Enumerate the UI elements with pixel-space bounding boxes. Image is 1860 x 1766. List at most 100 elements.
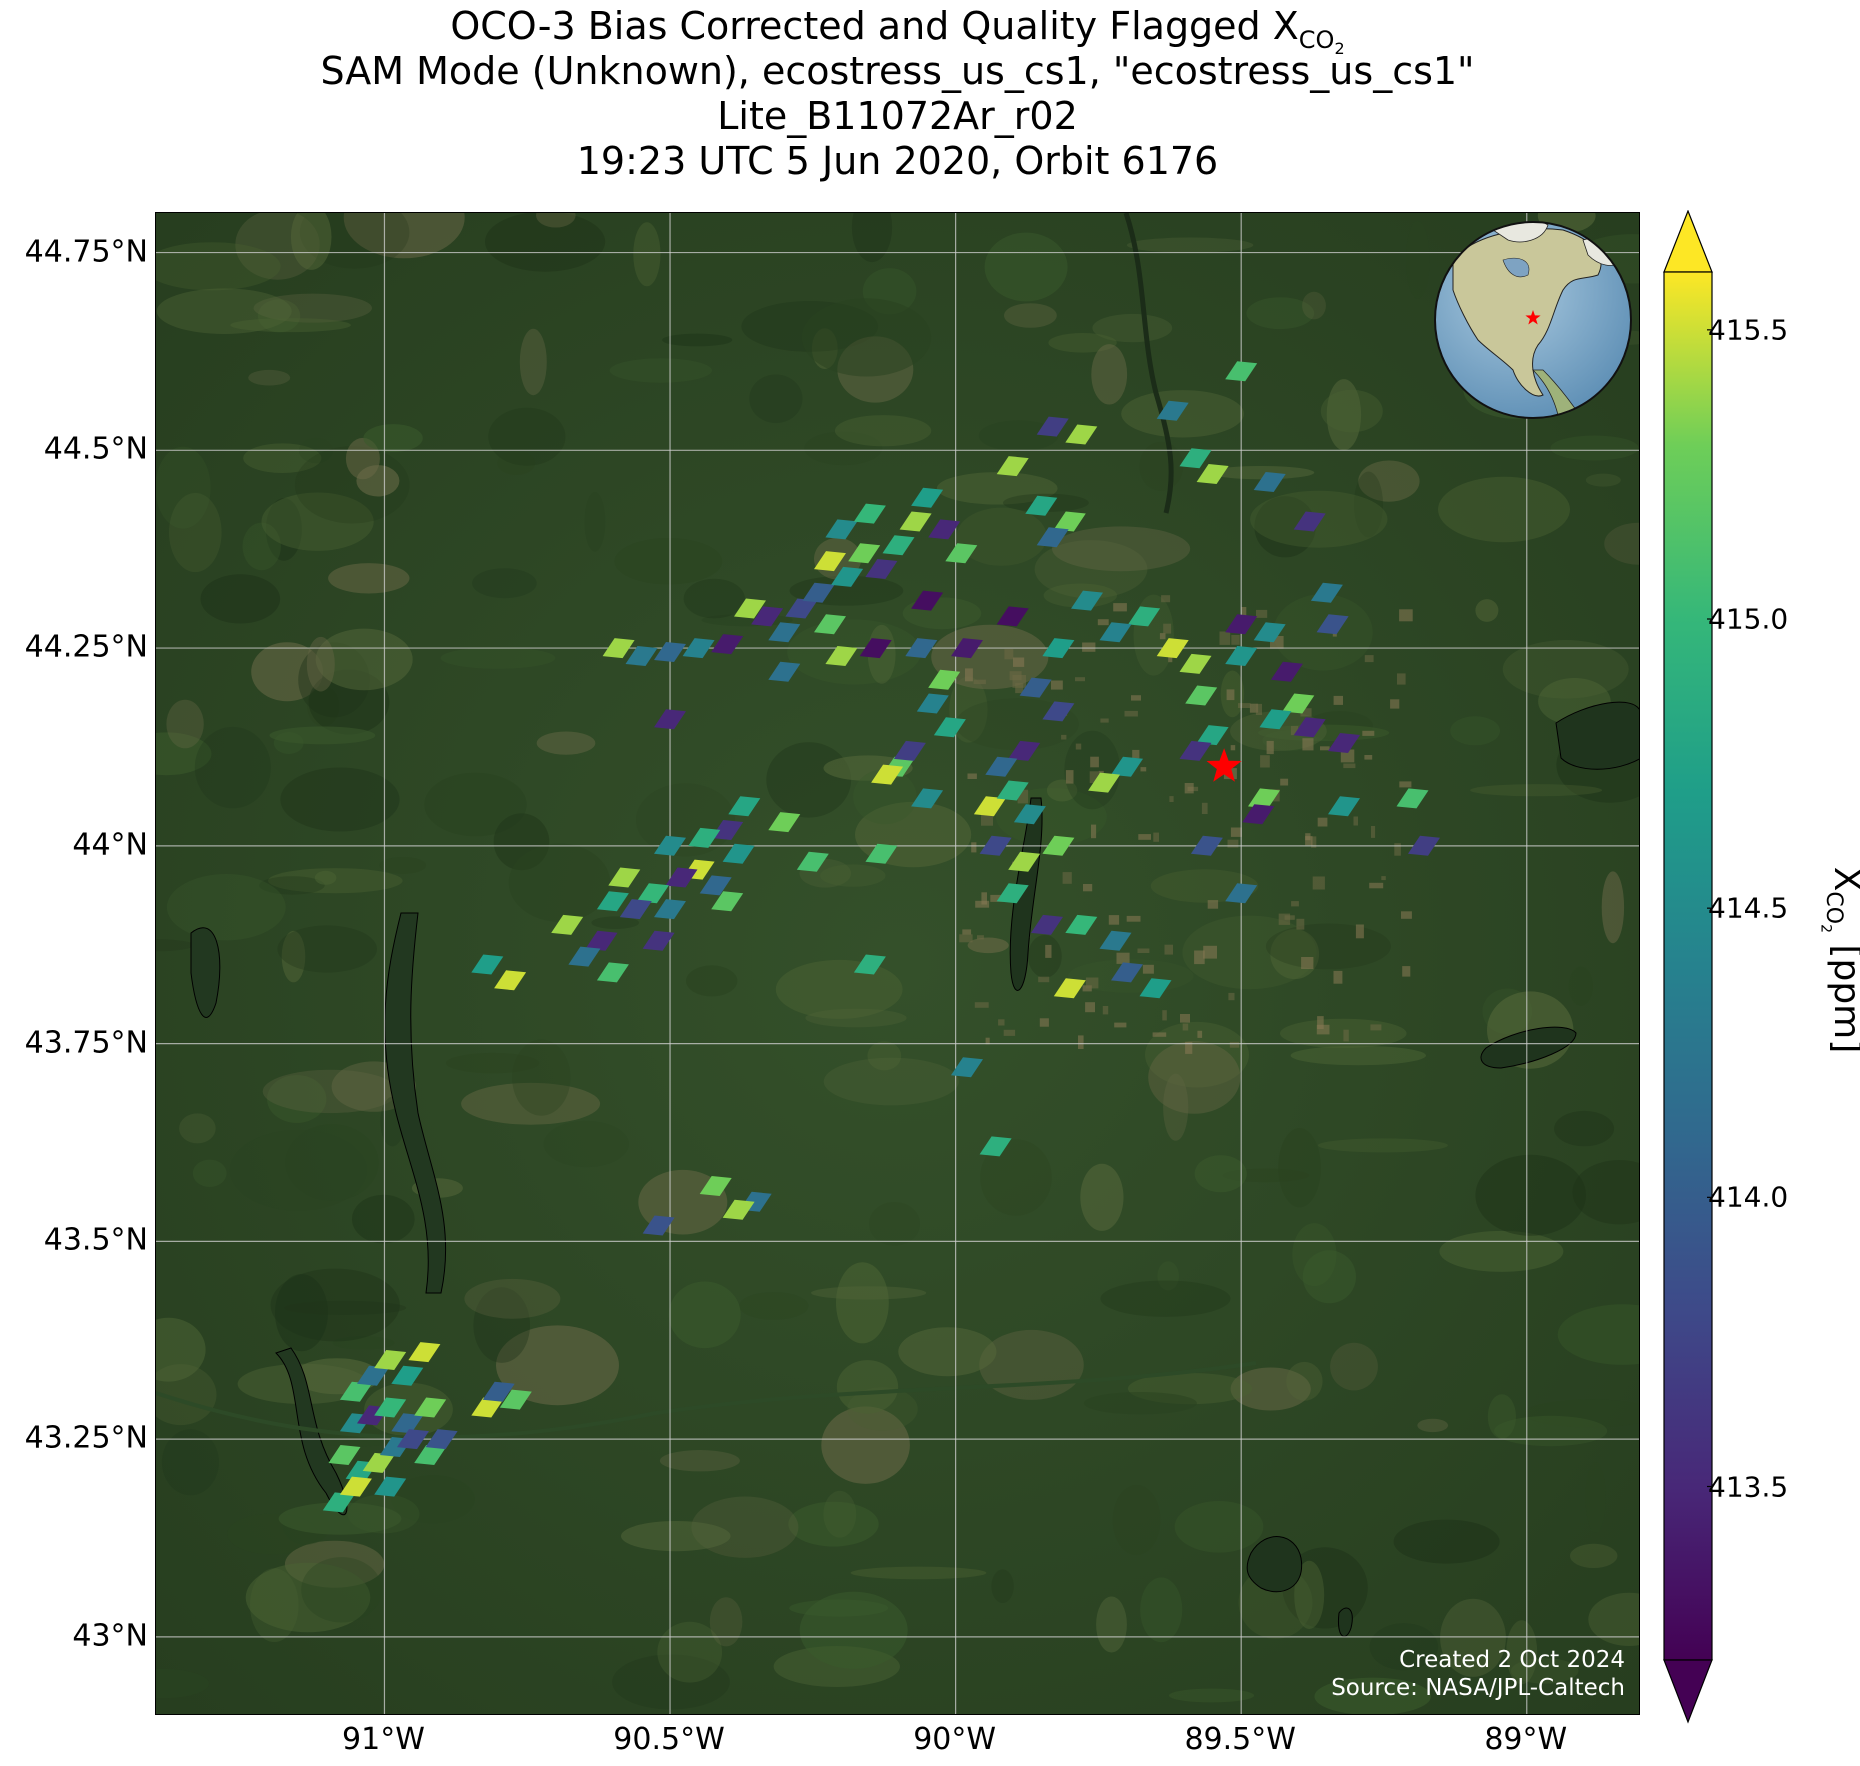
- xco2-sounding: [1156, 638, 1189, 659]
- colorbar-tick-label: 415.0: [1708, 602, 1789, 636]
- lat-tick-label: 44.5°N: [43, 431, 148, 467]
- xco2-sounding: [996, 456, 1029, 477]
- map-panel[interactable]: Created 2 Oct 2024 Source: NASA/JPL-Calt…: [155, 212, 1640, 1715]
- xco2-sounding: [848, 543, 881, 564]
- xco2-sounding: [608, 867, 641, 888]
- xco2-sounding: [1179, 653, 1212, 674]
- map-gridlines: [156, 213, 1639, 1714]
- xco2-sounding: [1042, 638, 1075, 659]
- xco2-sounding: [328, 1445, 361, 1465]
- xco2-sounding: [905, 638, 938, 659]
- xco2-sounding: [1328, 796, 1360, 817]
- xco2-sounding: [911, 590, 944, 611]
- xco2-sounding: [871, 764, 904, 785]
- created-date: Created 2 Oct 2024: [1399, 1647, 1625, 1673]
- xco2-sounding: [1185, 685, 1218, 706]
- title-line-1: OCO-3 Bias Corrected and Quality Flagged…: [450, 4, 1345, 58]
- xco2-sounding: [642, 930, 675, 951]
- xco2-sounding: [722, 843, 755, 864]
- xco2-sounding: [1099, 622, 1132, 643]
- xco2-sounding: [1270, 661, 1303, 682]
- xco2-sounding: [768, 812, 801, 833]
- xco2-sounding: [734, 598, 766, 619]
- xco2-sounding: [1328, 733, 1360, 753]
- xco2-sounding: [699, 1176, 732, 1196]
- xco2-sounding: [357, 1365, 389, 1386]
- xco2-sounding: [979, 1136, 1012, 1157]
- river-channels: [156, 213, 1257, 1440]
- xco2-sounding: [625, 646, 658, 666]
- xco2-sounding: [831, 566, 864, 587]
- inset-globe: [1434, 221, 1632, 419]
- lat-tick-label: 43.25°N: [24, 1420, 148, 1456]
- xco2-sounding: [425, 1429, 458, 1450]
- xco2-sounding: [1293, 511, 1326, 532]
- xco2-sounding: [1099, 930, 1132, 951]
- xco2-sounding: [688, 827, 721, 848]
- xco2-sounding: [1008, 851, 1041, 872]
- xco2-sounding: [414, 1445, 447, 1465]
- xco2-sounding: [1259, 709, 1292, 730]
- colorbar-ticks: [1707, 329, 1712, 1488]
- lon-tick-label: 90°W: [913, 1722, 997, 1757]
- xco2-sounding: [1396, 788, 1429, 809]
- xco2-sounding: [945, 543, 978, 564]
- xco2-sounding: [1253, 472, 1286, 492]
- xco2-sounding: [1225, 883, 1258, 904]
- xco2-sounding: [722, 1199, 755, 1220]
- xco2-sounding: [751, 606, 784, 627]
- colorbar-tick-label: 414.0: [1708, 1180, 1789, 1214]
- lat-tick-label: 43°N: [72, 1618, 148, 1654]
- xco2-sounding: [979, 835, 1012, 856]
- xco2-sounding: [339, 1476, 372, 1497]
- xco2-sounding: [1225, 646, 1258, 666]
- colorbar: [1663, 210, 1713, 1724]
- xco2-sounding: [1225, 614, 1258, 635]
- xco2-sounding: [711, 820, 744, 840]
- colorbar-gradient: [1663, 271, 1713, 1661]
- xco2-sounding: [596, 962, 629, 983]
- lat-tick-label: 43.5°N: [43, 1222, 148, 1258]
- xco2-sounding: [1196, 464, 1229, 484]
- xco2-sounding: [568, 946, 601, 967]
- xco2-sounding: [654, 899, 686, 920]
- xco2-sounding: [1053, 511, 1086, 532]
- xco2-sounding: [654, 642, 686, 662]
- xco2-sounding: [596, 891, 629, 912]
- xco2-sounding: [1065, 914, 1098, 935]
- xco2-sounding: [853, 954, 886, 975]
- xco2-sounding: [362, 1452, 395, 1473]
- xco2-sounding: [933, 717, 966, 738]
- xco2-sounding: [865, 843, 898, 864]
- xco2-sounding: [374, 1350, 407, 1370]
- xco2-sounding: [414, 1397, 447, 1418]
- xco2-sounding: [471, 1397, 504, 1418]
- xco2-sounding: [374, 1397, 407, 1418]
- xco2-sounding: [814, 614, 846, 635]
- xco2-sounding: [1282, 693, 1315, 714]
- xco2-sounding: [585, 930, 618, 951]
- xco2-sounding: [1013, 804, 1046, 825]
- map-canvas: [156, 213, 1639, 1714]
- lon-tick-label: 90.5°W: [613, 1722, 725, 1757]
- xco2-sounding: [665, 867, 698, 888]
- title-line-4: 19:23 UTC 5 Jun 2020, Orbit 6176: [576, 139, 1219, 183]
- xco2-sounding: [551, 914, 584, 935]
- xco2-sounding: [1310, 582, 1343, 603]
- xco2-sounding: [1196, 725, 1229, 746]
- xco2-sounding: [1042, 701, 1075, 722]
- xco2-sounding: [322, 1492, 355, 1513]
- xco2-sounding: [602, 638, 635, 659]
- xco2-sounding: [1025, 495, 1058, 516]
- xco2-sounding: [768, 622, 801, 643]
- xco2-sounding: [1225, 361, 1258, 382]
- xco2-sounding: [768, 661, 801, 682]
- colorbar-extend-min: [1663, 1659, 1713, 1724]
- lat-tick-label: 43.75°N: [24, 1025, 148, 1061]
- xco2-sounding: [911, 788, 944, 809]
- xco2-sounding: [973, 796, 1006, 817]
- credits-box: Created 2 Oct 2024 Source: NASA/JPL-Calt…: [1331, 1646, 1625, 1702]
- xco2-sounding: [1316, 614, 1349, 635]
- xco2-sounding: [339, 1381, 372, 1402]
- xco2-sounding: [728, 796, 761, 817]
